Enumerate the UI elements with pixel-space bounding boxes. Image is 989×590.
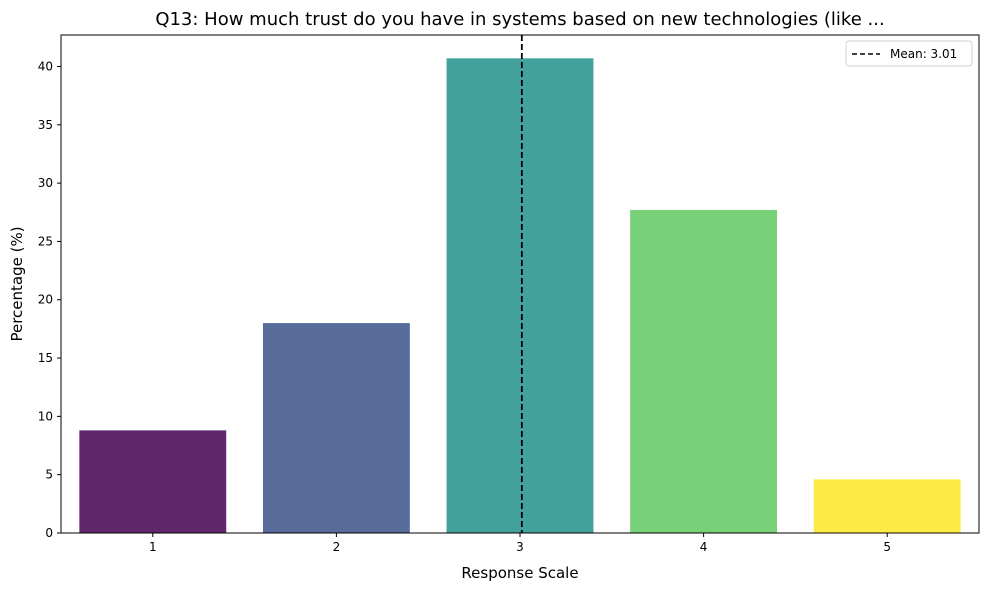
- bars-group: [79, 58, 961, 533]
- bar-2: [262, 323, 410, 533]
- x-tick-label-5: 5: [883, 540, 891, 554]
- y-axis-title: Percentage (%): [8, 226, 26, 341]
- chart-title: Q13: How much trust do you have in syste…: [155, 9, 884, 30]
- y-tick-label-15: 15: [38, 351, 53, 365]
- x-tick-label-4: 4: [700, 540, 708, 554]
- x-tick-label-1: 1: [149, 540, 157, 554]
- y-tick-label-20: 20: [38, 293, 53, 307]
- x-tick-label-3: 3: [516, 540, 524, 554]
- y-tick-label-25: 25: [38, 234, 53, 248]
- bar-1: [79, 430, 227, 533]
- bar-3: [446, 58, 594, 533]
- y-tick-label-35: 35: [38, 118, 53, 132]
- y-tick-label-0: 0: [45, 526, 53, 540]
- legend-box: [845, 40, 973, 67]
- y-tick-label-10: 10: [38, 409, 53, 423]
- x-tick-label-2: 2: [333, 540, 341, 554]
- y-tick-label-5: 5: [45, 468, 53, 482]
- y-tick-label-40: 40: [38, 59, 53, 73]
- x-axis: 1 2 3 4 5: [149, 533, 891, 554]
- y-tick-label-30: 30: [38, 176, 53, 190]
- legend-mean-label: Mean: 3.01: [890, 47, 957, 61]
- y-axis: 0 5 10 15 20 25 30 35 40: [38, 59, 61, 540]
- bar-4: [630, 209, 778, 533]
- bar-5: [813, 479, 961, 533]
- legend: Mean: 3.01: [845, 40, 973, 67]
- x-axis-title: Response Scale: [461, 564, 578, 582]
